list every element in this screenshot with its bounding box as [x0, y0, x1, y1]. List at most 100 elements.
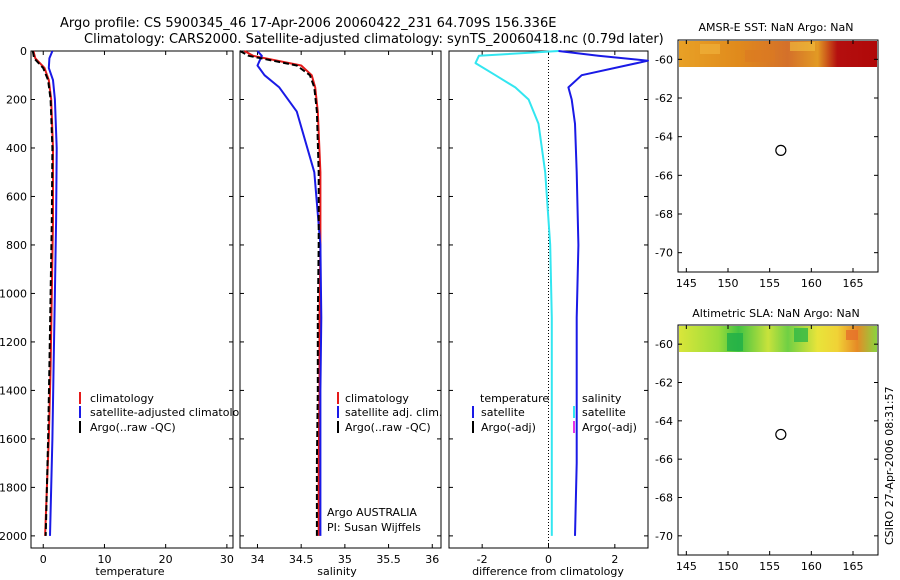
- difference-legend-temp-satellite: satellite: [481, 406, 525, 419]
- series-line-argo-raw-qc-: [31, 50, 54, 536]
- temperature-ticks: 0 10 20 30 0 200 400 600 800 1000 1200 1400 1600 1800…: [0, 45, 234, 566]
- y-tick-label: 200: [6, 93, 27, 106]
- y-tick-label: -70: [655, 530, 673, 543]
- temperature-lines: [31, 50, 58, 536]
- y-tick-label: -64: [655, 415, 673, 428]
- x-tick-label: 150: [718, 560, 739, 573]
- series-line-satellite-adj-clim-: [256, 50, 323, 536]
- x-tick-label: 150: [718, 277, 739, 290]
- salinity-annotation-line1: Argo AUSTRALIA: [327, 506, 417, 519]
- y-tick-label: -64: [655, 131, 673, 144]
- y-tick-label: 600: [6, 190, 27, 203]
- y-tick-label: 800: [6, 239, 27, 252]
- x-tick-label: 145: [676, 560, 697, 573]
- difference-legend-sal-title: salinity: [582, 392, 622, 405]
- temperature-xlabel: temperature: [95, 565, 164, 578]
- x-tick-label: 30: [220, 553, 234, 566]
- temperature-legend: climatology satellite-adjusted climatolo…: [79, 392, 253, 434]
- temperature-legend-satellite: satellite-adjusted climatology: [90, 406, 253, 419]
- sla-heat-strip: [679, 326, 877, 352]
- salinity-annotation-line2: PI: Susan Wijffels: [327, 521, 421, 534]
- x-tick-label: 155: [759, 560, 780, 573]
- y-tick-label: -68: [655, 492, 673, 505]
- difference-panel: -2 0 2 difference from climatology tempera…: [448, 50, 649, 578]
- sla-patch: [846, 330, 858, 340]
- temperature-panel: 0 10 20 30 0 200 400 600 800 1000 1200 1400 1600 1800…: [0, 45, 253, 578]
- sla-map-panel: Altimetric SLA: NaN Argo: NaN 145 150 155 1…: [655, 307, 879, 573]
- y-tick-label: -68: [655, 208, 673, 221]
- y-tick-label: 1600: [0, 433, 27, 446]
- difference-legend: temperature satellite Argo(-adj) salinit…: [472, 392, 637, 434]
- series-line-temperature-satellite: [558, 50, 649, 536]
- argo-position-marker: [775, 144, 787, 156]
- difference-lines: [474, 50, 649, 548]
- sst-map-title: AMSR-E SST: NaN Argo: NaN: [699, 21, 854, 34]
- x-tick-label: 10: [97, 553, 111, 566]
- series-line-argo-raw-qc-: [239, 50, 320, 536]
- sla-patch: [794, 328, 808, 342]
- x-tick-label: 35.5: [376, 553, 401, 566]
- y-tick-label: -66: [655, 169, 673, 182]
- sst-patch: [700, 44, 720, 54]
- y-tick-label: -62: [655, 377, 673, 390]
- sst-heat-strip: [679, 41, 877, 67]
- sla-map-axes-box: [677, 324, 879, 556]
- salinity-legend: climatology satellite adj. clim. Argo(..…: [337, 392, 442, 434]
- x-tick-label: 160: [801, 560, 822, 573]
- x-tick-label: 35: [338, 553, 352, 566]
- y-tick-label: 1800: [0, 481, 27, 494]
- salinity-ticks: 34 34.5 35 35.5 36: [240, 50, 441, 566]
- y-tick-label: -62: [655, 92, 673, 105]
- x-tick-label: -2: [477, 553, 488, 566]
- x-tick-label: 160: [801, 277, 822, 290]
- sla-map-title: Altimetric SLA: NaN Argo: NaN: [692, 307, 859, 320]
- salinity-legend-climatology: climatology: [345, 392, 409, 405]
- difference-legend-temp-argo: Argo(-adj): [481, 421, 536, 434]
- x-tick-label: 20: [159, 553, 173, 566]
- sst-patch: [790, 42, 815, 51]
- y-tick-label: -70: [655, 247, 673, 260]
- x-tick-label: 165: [843, 277, 864, 290]
- sla-patch: [727, 333, 743, 351]
- series-line-satellite-adjusted-climatology: [47, 50, 58, 536]
- salinity-lines: [239, 50, 323, 536]
- x-tick-label: 165: [843, 560, 864, 573]
- y-tick-label: 2000: [0, 530, 27, 543]
- y-tick-label: -60: [655, 338, 673, 351]
- x-tick-label: 0: [545, 553, 552, 566]
- sla-field: [679, 326, 877, 352]
- sst-map-ticks: 145 150 155 160 165 -60 -62 -64 -66 -68 -70: [655, 40, 878, 290]
- salinity-axes-box: [239, 50, 442, 549]
- figure-title-line2: Climatology: CARS2000. Satellite-adjuste…: [84, 32, 664, 47]
- salinity-panel: 34 34.5 35 35.5 36 salinity climatology sate…: [239, 50, 442, 578]
- sla-map-ticks: 145 150 155 160 165 -60 -62 -64 -66 -68 -70: [655, 325, 878, 573]
- x-tick-label: 34: [250, 553, 264, 566]
- salinity-legend-argo: Argo(..raw -QC): [345, 421, 431, 434]
- temperature-legend-argo: Argo(..raw -QC): [90, 421, 176, 434]
- sst-map-panel: AMSR-E SST: NaN Argo: NaN 145 150 155 160 16…: [655, 21, 879, 290]
- y-tick-label: -66: [655, 453, 673, 466]
- sst-map-axes-box: [677, 39, 879, 273]
- salinity-xlabel: salinity: [317, 565, 357, 578]
- argo-position-marker: [775, 428, 787, 441]
- difference-legend-sal-satellite: satellite: [582, 406, 626, 419]
- y-tick-label: 1000: [0, 287, 27, 300]
- footer-timestamp: CSIRO 27-Apr-2006 08:31:57: [883, 386, 896, 545]
- figure-title-line1: Argo profile: CS 5900345_46 17-Apr-2006 …: [60, 16, 556, 31]
- difference-xlabel: difference from climatology: [472, 565, 624, 578]
- salinity-legend-satellite: satellite adj. clim.: [345, 406, 442, 419]
- x-tick-label: 34.5: [289, 553, 314, 566]
- x-tick-label: 0: [40, 553, 47, 566]
- difference-ticks: -2 0 2: [449, 50, 648, 566]
- x-tick-label: 36: [425, 553, 439, 566]
- temperature-legend-climatology: climatology: [90, 392, 154, 405]
- x-tick-label: 2: [611, 553, 618, 566]
- y-tick-label: 400: [6, 142, 27, 155]
- x-tick-label: 145: [676, 277, 697, 290]
- difference-legend-temp-title: temperature: [480, 392, 549, 405]
- y-tick-label: 0: [20, 45, 27, 58]
- x-tick-label: 155: [759, 277, 780, 290]
- y-tick-label: -60: [655, 53, 673, 66]
- y-tick-label: 1400: [0, 384, 27, 397]
- series-line-salinity-satellite: [474, 50, 559, 536]
